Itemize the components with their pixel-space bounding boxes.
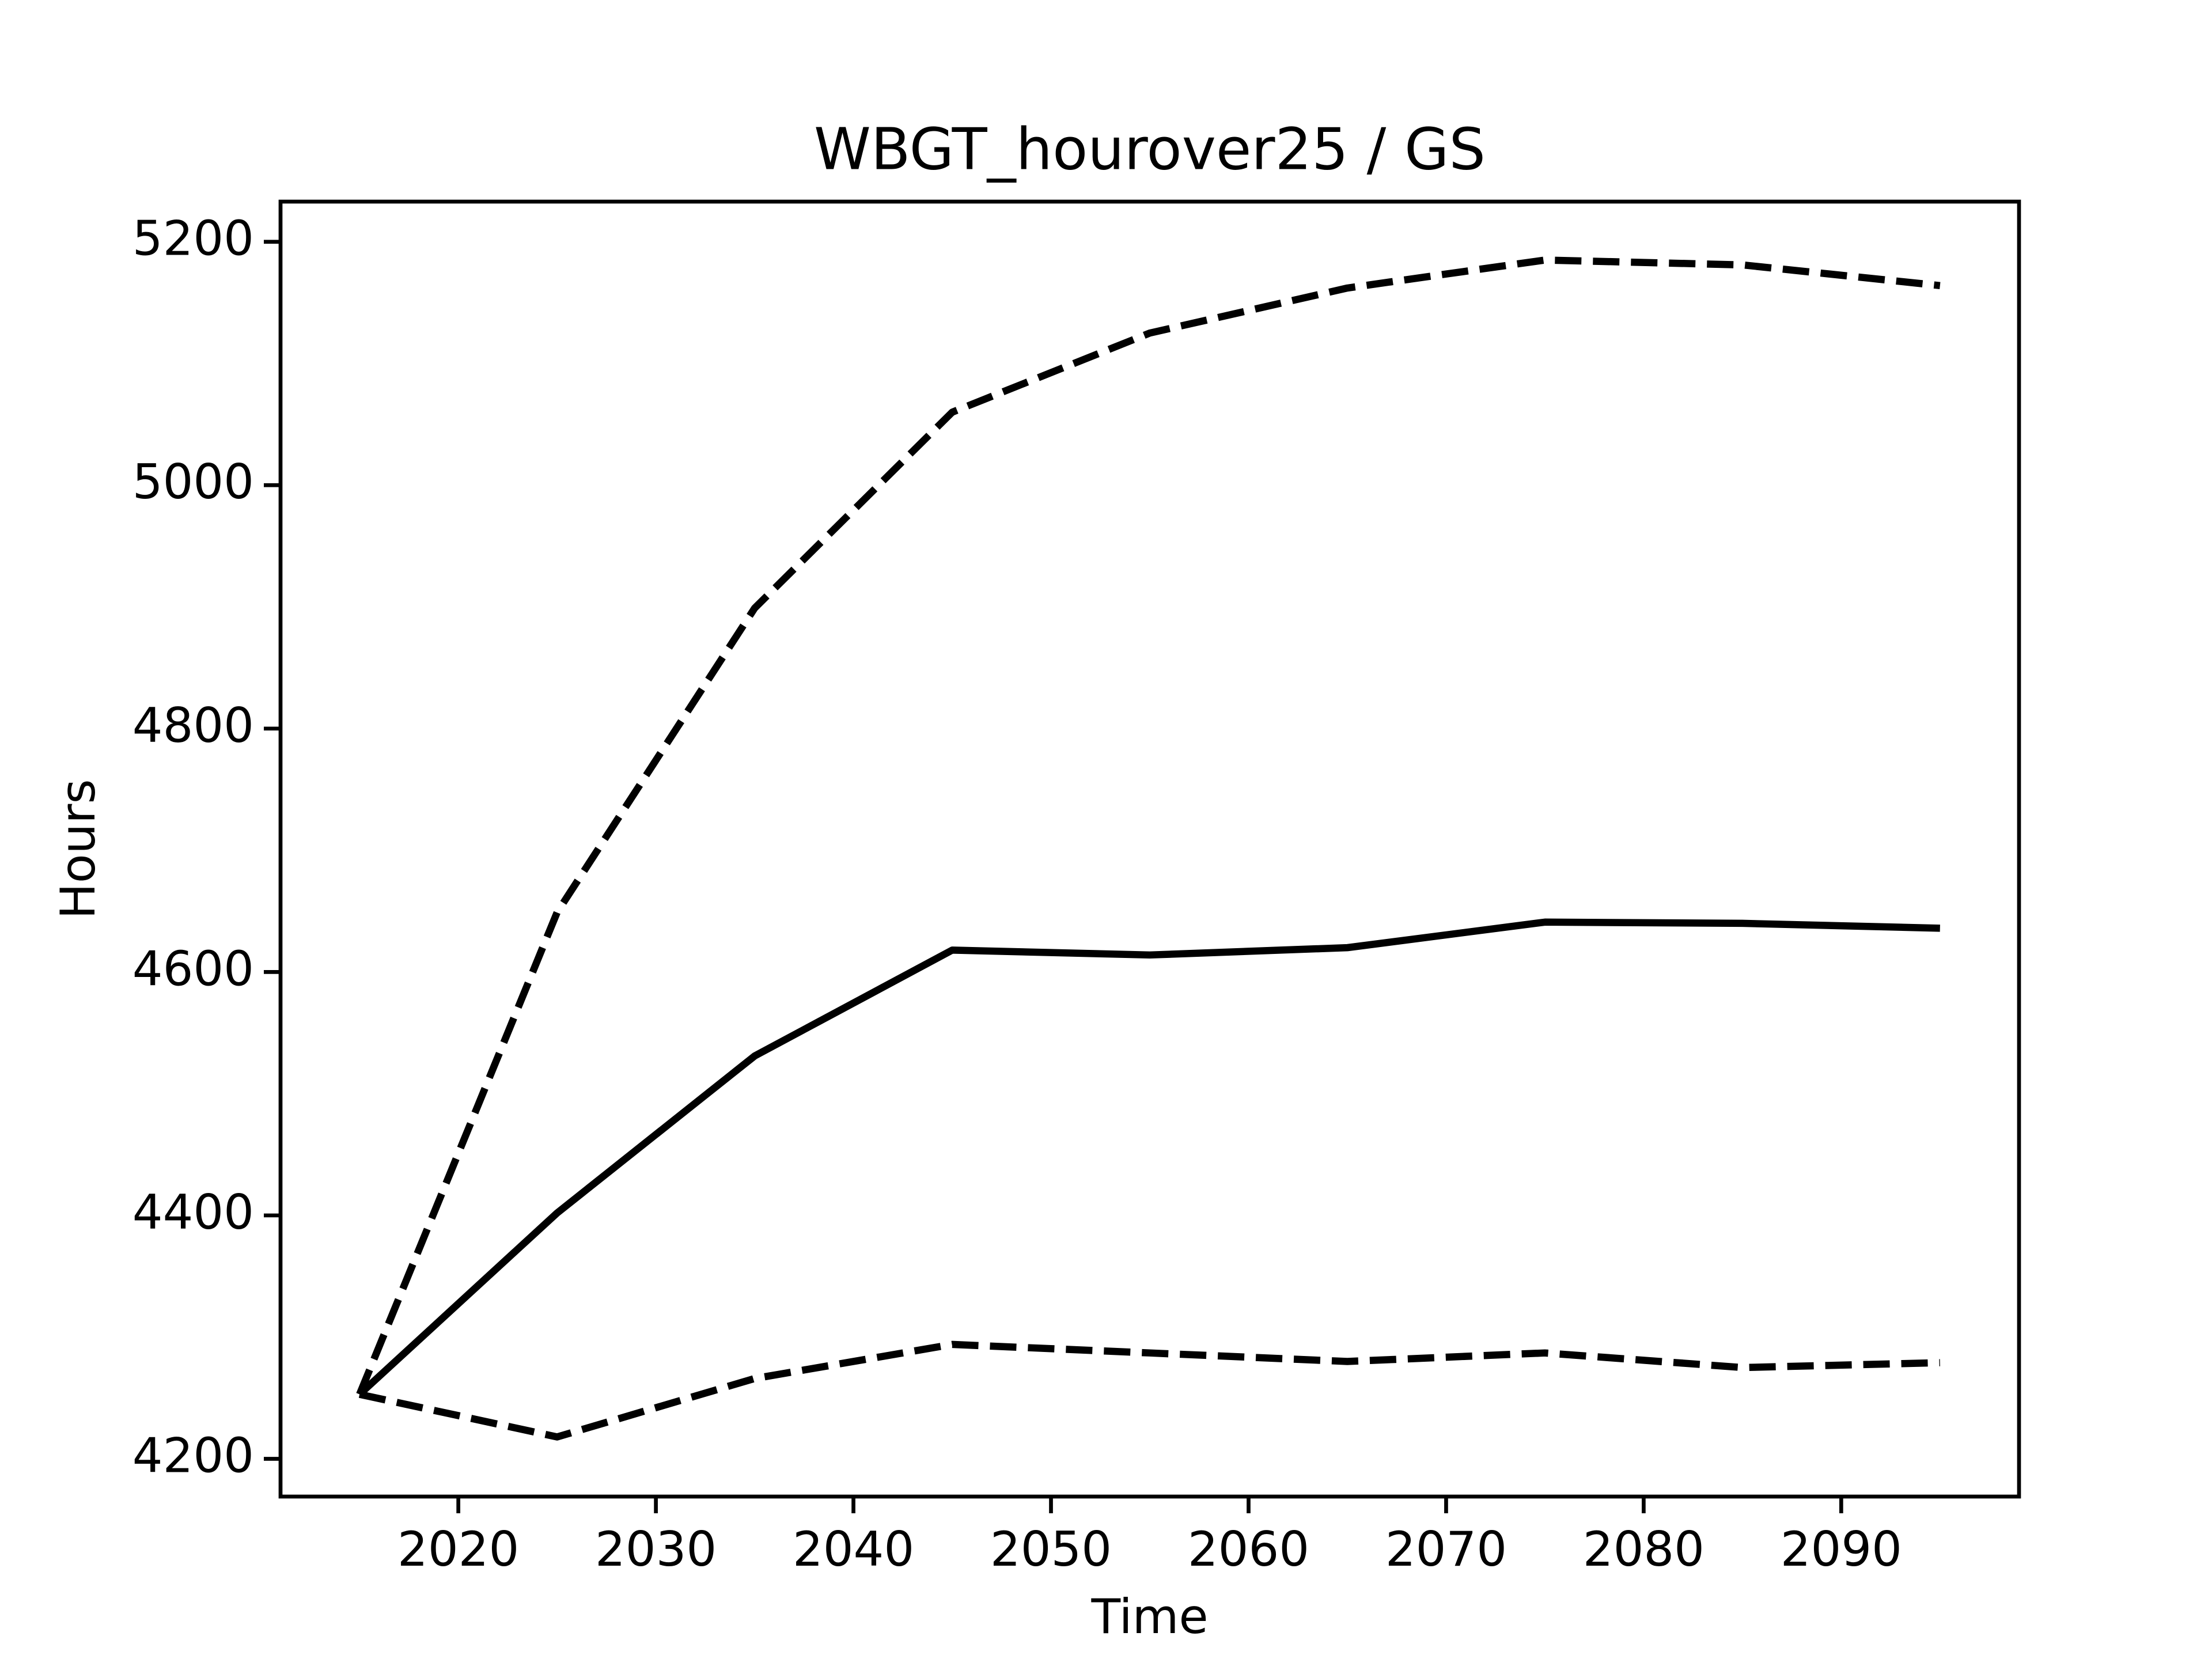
y-axis-label: Hours [50,779,106,919]
y-tick-label: 4400 [132,1184,254,1240]
data-line [358,1340,1940,1441]
data-line [357,918,1940,1397]
x-tick-label: 2060 [1188,1521,1309,1577]
x-tick-label: 2040 [793,1521,914,1577]
x-tick-label: 2050 [990,1521,1112,1577]
x-tick-label: 2070 [1385,1521,1507,1577]
x-tick-label: 2030 [595,1521,717,1577]
x-tick-label: 2080 [1583,1521,1705,1577]
y-tick-label: 4200 [132,1427,254,1483]
plot-frame [278,199,2021,1499]
y-tick-label: 5200 [132,211,254,267]
x-axis-label: Time [1090,1589,1208,1645]
y-tick-label: 4600 [132,941,254,997]
x-tick-label: 2090 [1781,1521,1902,1577]
data-line [356,256,1941,1396]
chart-title: WBGT_hourover25 / GS [814,115,1486,183]
y-tick-label: 5000 [132,454,254,510]
x-tick-label: 2020 [397,1521,519,1577]
y-tick-label: 4800 [132,698,254,753]
